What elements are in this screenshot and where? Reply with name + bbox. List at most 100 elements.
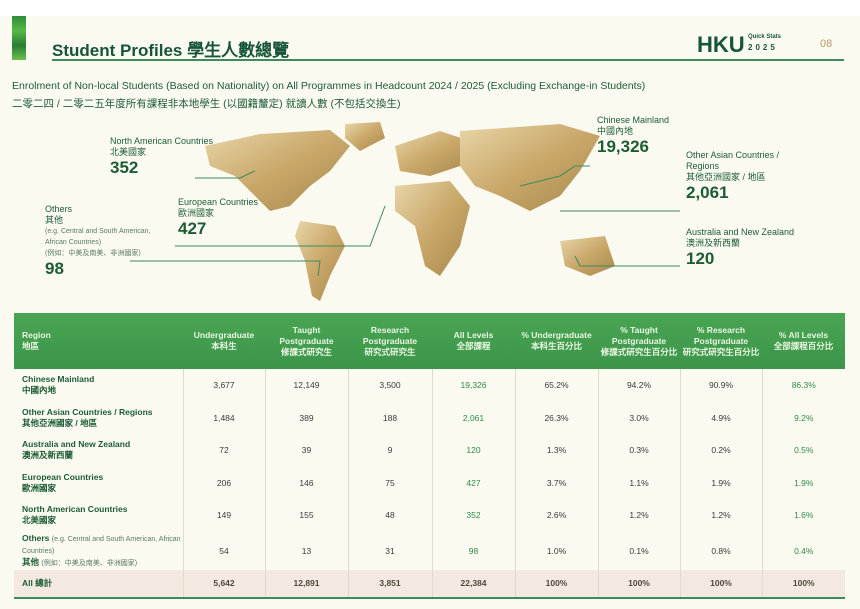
value-cell: 98 [431,531,515,570]
total-cell: 100% [761,569,845,599]
divider [52,59,844,61]
table-row: Australia and New Zealand 澳洲及新西蘭 72 39 9 120 1… [14,434,845,467]
value-cell: 1.0% [514,531,598,570]
greenland [345,122,385,151]
region-cell: Australia and New Zealand 澳洲及新西蘭 [14,434,183,467]
north-america [205,130,350,211]
europe [395,131,470,176]
region-cell: Others (e.g. Central and South American,… [14,532,183,570]
value-cell: 3.0% [597,401,680,434]
value-cell: 0.8% [679,531,762,570]
total-cell: 100% [679,569,762,599]
header-zh: 研究式研究生 [364,346,416,357]
value-cell: 188 [347,401,432,434]
australia [560,236,615,276]
value-cell: 149 [182,499,265,532]
region-en: Others [22,532,50,543]
value-cell: 1.6% [761,499,845,532]
region-zh: 其他亞洲國家 / 地區 [22,417,98,428]
value-cell: 1.1% [597,466,680,499]
brand-logo: HKU [697,32,745,57]
region-note-en: (e.g. Central and South American, Africa… [22,535,181,555]
column-header: % Undergraduate 本科生百分比 [515,313,598,369]
value-cell: 0.2% [679,434,762,467]
total-cell: 100% [514,569,598,599]
page: Student Profiles 學生人數總覽 HKU Quick Stats … [0,16,860,609]
header-zh: 地區 [22,341,40,351]
table-row: Chinese Mainland 中國內地 3,677 12,149 3,500 19,3… [14,369,845,402]
value-cell: 13 [264,531,348,570]
value-cell: 19,326 [431,369,515,402]
column-header: Region 地區 [14,313,183,369]
region-en: North American Countries [22,504,128,515]
value-cell: 4.9% [679,401,762,434]
region-note-zh: (例如：中美及南美、非洲國家) [41,559,138,567]
subtitle-zh: 二零二四 / 二零二五年度所有課程非本地學生 (以國籍釐定) 就讀人數 (不包括… [12,98,401,110]
total-cell: 22,384 [431,569,515,599]
map-label-cn: Chinese Mainland 中國內地 19,326 [597,115,670,156]
region-en: Australia and New Zealand [22,439,131,450]
header-en: % All Levels [778,330,829,340]
header-en: Undergraduate [193,330,255,340]
table-row: North American Countries 北美國家 149 155 48 352 2… [14,499,845,532]
value-cell: 1.3% [514,434,598,467]
value-cell: 1.2% [597,499,680,532]
value-cell: 90.9% [679,369,762,402]
table-row: Others (e.g. Central and South American,… [14,531,845,570]
header-en: All Levels [453,330,494,340]
header-zh: 修課式研究生 [280,346,332,357]
value-cell: 12,149 [264,369,348,402]
header-zh: 研究式研究生百分比 [682,346,760,357]
value-cell: 155 [264,499,348,532]
page-title: Student Profiles 學生人數總覽 [52,41,290,60]
value-cell: 0.1% [597,531,680,570]
map-label-na: North American Countries 北美國家 352 [110,136,214,177]
total-row: All 總計 5,642 12,891 3,851 22,384 100% 100% 100%… [14,569,845,599]
header-zh: 本科生百分比 [530,341,582,351]
value-cell: 0.4% [761,531,845,570]
table-row: European Countries 歐洲國家 206 146 75 427 3.7% 1.1… [14,466,845,500]
value-cell: 94.2% [597,369,680,402]
value-cell: 1.9% [679,466,762,499]
value-cell: 120 [431,434,515,467]
region-cell: European Countries 歐洲國家 [14,467,183,500]
value-cell: 9 [347,434,432,467]
value-cell: 3,500 [347,369,432,402]
region-cell: North American Countries 北美國家 [14,499,183,532]
value-cell: 146 [264,466,348,499]
total-cell: 12,891 [264,569,348,599]
logo-stripe [12,16,26,60]
value-cell: 86.3% [761,369,845,402]
header-en: % Research Postgraduate [693,324,749,346]
value-cell: 3,677 [182,369,265,402]
header-zh: 修課式研究生百分比 [600,346,678,357]
value-cell: 389 [264,401,348,434]
region-cell: Chinese Mainland 中國內地 [14,369,183,402]
page-number: 08 [820,38,833,50]
enrolment-table: Region 地區 Undergraduate 本科生 Taught Postgradu… [14,313,845,599]
value-cell: 39 [264,434,348,467]
value-cell: 31 [347,531,432,570]
value-cell: 48 [347,499,432,532]
table-row: Other Asian Countries / Regions 其他亞洲國家 / … [14,401,845,434]
region-en: Other Asian Countries / Regions [22,406,153,417]
value-cell: 2.6% [514,499,598,532]
world-map [130,122,680,301]
region-zh: 其他 [22,556,40,567]
header-zh: 全部課程百分比 [773,341,834,351]
brand-year: 2025 [748,43,778,52]
map-label-eu: European Countries 歐洲國家 427 [178,197,259,238]
value-cell: 26.3% [514,401,598,434]
header-en: % Taught Postgraduate [611,324,667,346]
header-en: Research Postgraduate [362,324,418,346]
region-en: European Countries [22,471,104,482]
value-cell: 9.2% [761,401,845,434]
header-en: % Undergraduate [521,330,592,340]
total-cell: 100% [597,569,680,599]
region-zh: 北美國家 [22,515,57,526]
header-en: Region [22,330,51,340]
total-cell: 5,642 [182,569,265,599]
column-header: Taught Postgraduate 修課式研究生 [265,313,348,369]
map-label-au: Australia and New Zealand 澳洲及新西蘭 120 [686,227,795,268]
map-label-others: Others 其他 (e.g. Central and South American… [45,204,151,278]
